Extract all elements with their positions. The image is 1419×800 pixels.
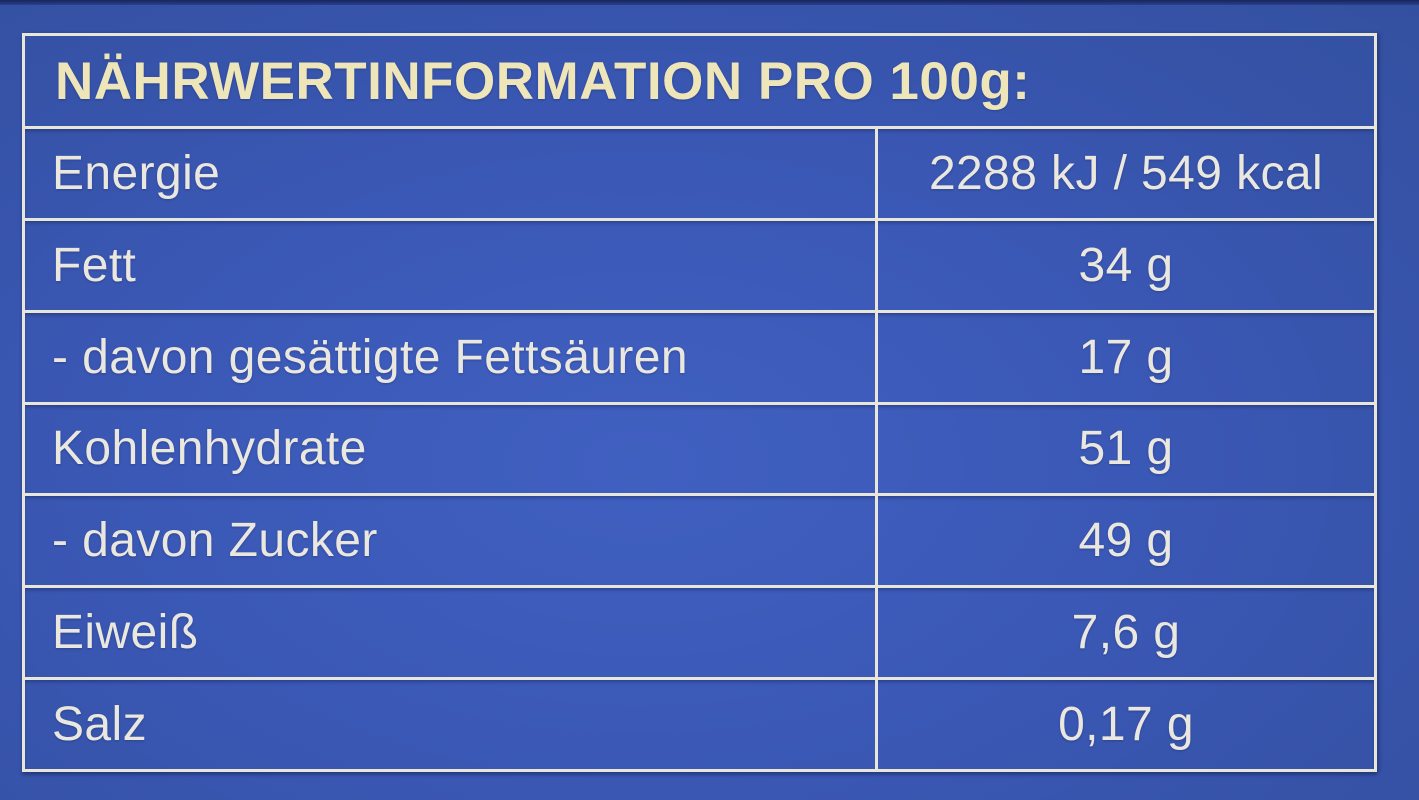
nutrient-name-cell: Kohlenhydrate xyxy=(25,404,878,494)
nutrient-name-cell: Fett xyxy=(25,220,878,310)
nutrient-name-cell: Eiweiß xyxy=(25,588,878,678)
nutrient-name-cell: Energie xyxy=(25,129,878,218)
table-row-gesaettigte-fettsaeuren: - davon gesättigte Fettsäuren 17 g xyxy=(25,309,1374,402)
nutrition-table: NÄHRWERTINFORMATION PRO 100g: Energie 22… xyxy=(22,33,1377,772)
nutrient-name-cell: - davon Zucker xyxy=(25,496,878,586)
nutrient-name: Salz xyxy=(52,698,147,752)
nutrient-value: 49 g xyxy=(1078,514,1174,568)
nutrient-value-cell: 34 g xyxy=(878,221,1374,310)
table-row-eiweiss: Eiweiß 7,6 g xyxy=(25,585,1374,678)
nutrient-value: 7,6 g xyxy=(1071,606,1181,660)
nutrient-value: 34 g xyxy=(1078,238,1174,292)
nutrient-name: Energie xyxy=(52,146,221,200)
nutrient-value: 2288 kJ / 549 kcal xyxy=(928,146,1324,200)
nutrient-name: - davon gesättigte Fettsäuren xyxy=(52,330,688,384)
table-title: NÄHRWERTINFORMATION PRO 100g: xyxy=(55,51,1031,111)
nutrient-value-cell: 7,6 g xyxy=(878,588,1374,677)
table-row-energie: Energie 2288 kJ / 549 kcal xyxy=(25,126,1374,218)
nutrient-value-cell: 49 g xyxy=(878,496,1374,585)
nutrient-name-cell: - davon gesättigte Fettsäuren xyxy=(25,312,878,402)
nutrient-name: Fett xyxy=(52,238,137,292)
nutrient-value: 0,17 g xyxy=(1058,698,1194,752)
nutrient-value-cell: 0,17 g xyxy=(878,680,1374,769)
table-row-zucker: - davon Zucker 49 g xyxy=(25,493,1374,586)
nutrient-value: 17 g xyxy=(1078,330,1174,384)
table-row-kohlenhydrate: Kohlenhydrate 51 g xyxy=(25,401,1374,494)
nutrient-value-cell: 51 g xyxy=(878,405,1374,494)
nutrient-name: - davon Zucker xyxy=(52,514,378,568)
table-title-row: NÄHRWERTINFORMATION PRO 100g: xyxy=(25,36,1374,126)
nutrient-name-cell: Salz xyxy=(25,680,878,769)
nutrient-name: Kohlenhydrate xyxy=(52,422,367,476)
table-row-fett: Fett 34 g xyxy=(25,217,1374,310)
nutrient-value-cell: 17 g xyxy=(878,313,1374,402)
photo-top-edge xyxy=(0,0,1419,5)
nutrient-value-cell: 2288 kJ / 549 kcal xyxy=(878,129,1374,218)
nutrient-name: Eiweiß xyxy=(52,606,199,660)
nutrient-value: 51 g xyxy=(1078,422,1174,476)
table-row-salz: Salz 0,17 g xyxy=(25,677,1374,769)
